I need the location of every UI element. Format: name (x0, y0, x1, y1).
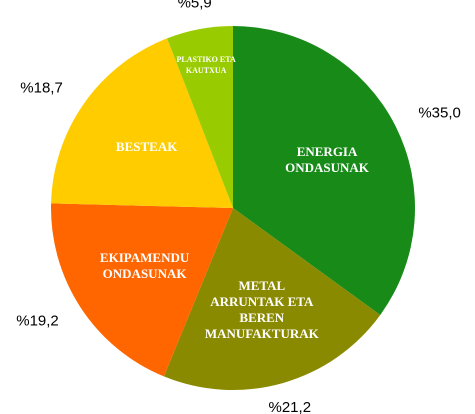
pie-slice (51, 203, 233, 377)
pie-slice (233, 26, 415, 315)
value-label: %5,9 (178, 0, 212, 12)
pie-slice (167, 26, 233, 208)
pie-slice (163, 208, 381, 391)
value-label: %18,7 (20, 79, 63, 96)
category-label: METAL ARRUNTAK ETA BEREN MANUFAKTURAK (204, 277, 319, 341)
value-label: %35,0 (418, 105, 461, 122)
value-label: %19,2 (16, 313, 59, 330)
value-label: %21,2 (269, 399, 312, 414)
category-label: BESTEAK (115, 139, 178, 155)
category-label: ENERGIA ONDASUNAK (285, 144, 369, 176)
pie-slice (51, 38, 233, 209)
category-label: PLASTIKO ETA KAUTXUA (176, 54, 236, 75)
category-label: EKIPAMENDU ONDASUNAK (99, 249, 190, 281)
